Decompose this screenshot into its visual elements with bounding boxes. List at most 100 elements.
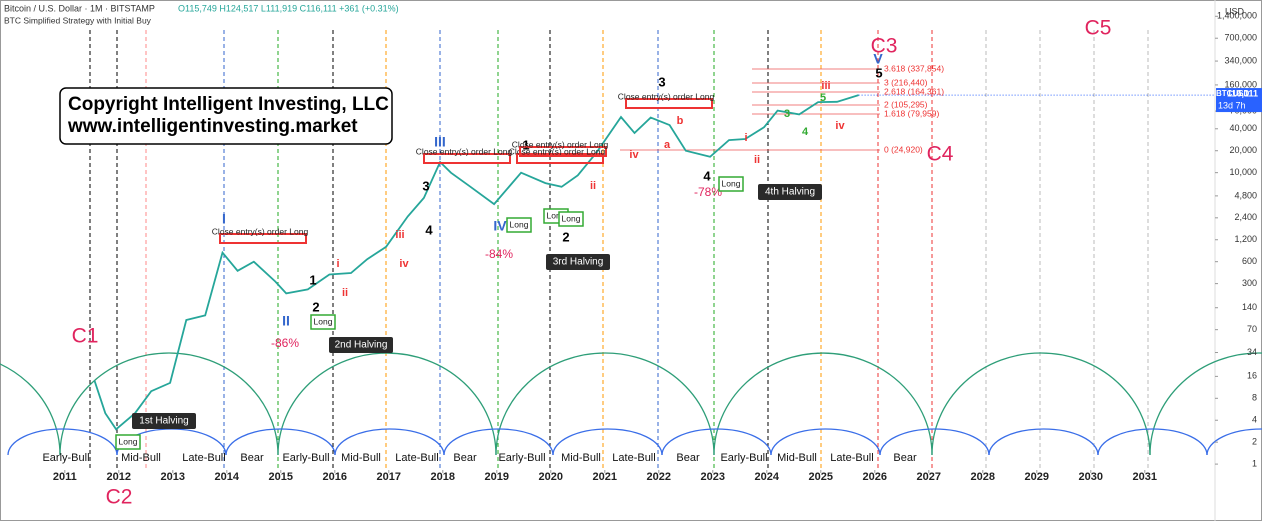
entry-box bbox=[718, 176, 744, 192]
y-tick-label: 1,200 bbox=[1234, 234, 1257, 244]
x-tick-label: 2014 bbox=[215, 471, 240, 483]
phase-label: Mid-Bull bbox=[561, 452, 601, 464]
wave-label: 4 bbox=[802, 126, 809, 138]
sub-cycle-arc bbox=[661, 428, 772, 456]
order-label: Close entry(s) order Long bbox=[212, 226, 309, 236]
x-tick-label: 2019 bbox=[485, 471, 509, 483]
wave-label: iii bbox=[821, 80, 830, 92]
entry-label: Long bbox=[547, 210, 566, 220]
wave-label: iv bbox=[399, 258, 409, 270]
y-tick-label: 40,000 bbox=[1229, 123, 1257, 133]
phase-label: Mid-Bull bbox=[121, 452, 161, 464]
order-box bbox=[516, 153, 604, 164]
copyright: Copyright Intelligent Investing, LLC bbox=[68, 94, 389, 115]
x-tick-label: 2023 bbox=[701, 471, 725, 483]
wave-label: I bbox=[222, 211, 226, 227]
y-tick-label: 1 bbox=[1252, 458, 1257, 468]
halving-label: 1st Halving bbox=[139, 416, 188, 427]
phase-label: Mid-Bull bbox=[341, 452, 381, 464]
wave-label: b bbox=[677, 115, 684, 127]
wave-label: 5 bbox=[820, 92, 826, 104]
phase-label: Early-Bull bbox=[42, 452, 89, 464]
phase-label: Early-Bull bbox=[498, 452, 545, 464]
x-tick-label: 2022 bbox=[647, 471, 671, 483]
x-tick-label: 2025 bbox=[809, 471, 833, 483]
fib-label: 3 (216,440) bbox=[884, 77, 928, 87]
y-tick-label: 4,800 bbox=[1234, 190, 1257, 200]
wave-label: 4 bbox=[425, 222, 433, 237]
wave-label: 3 bbox=[658, 74, 665, 89]
wave-label: i bbox=[336, 258, 339, 270]
x-tick-label: 2030 bbox=[1079, 471, 1103, 483]
copyright-box bbox=[59, 87, 393, 145]
order-box bbox=[219, 233, 307, 244]
y-tick-label: 600 bbox=[1242, 256, 1257, 266]
phase-label: Mid-Bull bbox=[777, 452, 817, 464]
chart-title: Bitcoin / U.S. Dollar · 1M · BITSTAMP bbox=[4, 3, 155, 13]
price-tag bbox=[1216, 88, 1262, 113]
wave-label: V bbox=[873, 51, 883, 67]
y-tick-label: 8 bbox=[1252, 393, 1257, 403]
phase-label: Late-Bull bbox=[182, 452, 225, 464]
y-axis-label: USD bbox=[1225, 6, 1245, 16]
x-tick-label: 2027 bbox=[917, 471, 941, 483]
sub-cycle-arc bbox=[443, 428, 554, 456]
y-tick-label: 160,000 bbox=[1224, 79, 1257, 89]
wave-label: a bbox=[664, 139, 671, 151]
x-tick-label: 2018 bbox=[431, 471, 455, 483]
x-tick-label: 2021 bbox=[593, 471, 617, 483]
halving-box bbox=[546, 254, 610, 270]
order-label: Close entry(s) order Long bbox=[416, 146, 513, 156]
y-tick-label: 2 bbox=[1252, 437, 1257, 447]
entry-box bbox=[115, 434, 141, 450]
x-tick-label: 2028 bbox=[971, 471, 995, 483]
wave-label: iii bbox=[395, 229, 404, 241]
halving-box bbox=[758, 184, 822, 200]
cycle-label: C1 bbox=[72, 325, 99, 348]
x-tick-label: 2029 bbox=[1025, 471, 1049, 483]
wave-label: IV bbox=[493, 218, 507, 234]
phase-label: Early-Bull bbox=[282, 452, 329, 464]
halving-box bbox=[132, 413, 196, 429]
x-tick-label: 2011 bbox=[53, 471, 77, 483]
wave-label: III bbox=[434, 134, 446, 150]
x-tick-label: 2015 bbox=[269, 471, 293, 483]
countdown: 13d 7h bbox=[1218, 100, 1246, 110]
phase-label: Bear bbox=[893, 452, 917, 464]
phase-label: Late-Bull bbox=[612, 452, 655, 464]
y-tick-label: 2,400 bbox=[1234, 212, 1257, 222]
x-tick-label: 2013 bbox=[161, 471, 185, 483]
wave-label: i bbox=[744, 132, 747, 144]
order-box bbox=[423, 153, 511, 164]
drawdown: -86% bbox=[271, 336, 299, 350]
price-tag-name: BTCUSD bbox=[1216, 89, 1250, 98]
fib-label: 3.618 (337,854) bbox=[884, 63, 944, 73]
phase-label: Bear bbox=[453, 452, 477, 464]
y-tick-label: 34 bbox=[1247, 347, 1257, 357]
drawdown: -78% bbox=[694, 185, 722, 199]
x-tick-label: 2020 bbox=[539, 471, 563, 483]
phase-label: Early-Bull bbox=[720, 452, 767, 464]
cycle-label: C5 bbox=[1085, 17, 1112, 40]
phase-label: Bear bbox=[676, 452, 700, 464]
ohlc: O115,749 H124,517 L111,919 C116,111 +361… bbox=[178, 3, 399, 13]
cycle-arc bbox=[931, 352, 1151, 456]
y-tick-label: 70 bbox=[1247, 324, 1257, 334]
cycle-arc bbox=[495, 352, 715, 456]
wave-label: ii bbox=[342, 287, 348, 299]
wave-label: iv bbox=[835, 120, 845, 132]
website: www.intelligentinvesting.market bbox=[67, 116, 358, 137]
sub-cycle-arc bbox=[879, 428, 990, 456]
order-label: Close entry(s) order Long bbox=[618, 91, 715, 101]
y-tick-label: 300 bbox=[1242, 278, 1257, 288]
wave-label: 1 bbox=[309, 272, 316, 287]
entry-label: Long bbox=[722, 178, 741, 188]
sub-cycle-arc bbox=[552, 428, 663, 456]
wave-label: 2 bbox=[312, 299, 319, 314]
wave-label: 3 bbox=[422, 178, 429, 193]
wave-label: II bbox=[282, 313, 290, 329]
wave-label: 1 bbox=[522, 137, 529, 152]
x-tick-label: 2026 bbox=[863, 471, 887, 483]
halving-label: 2nd Halving bbox=[335, 340, 388, 351]
x-tick-label: 2016 bbox=[323, 471, 347, 483]
